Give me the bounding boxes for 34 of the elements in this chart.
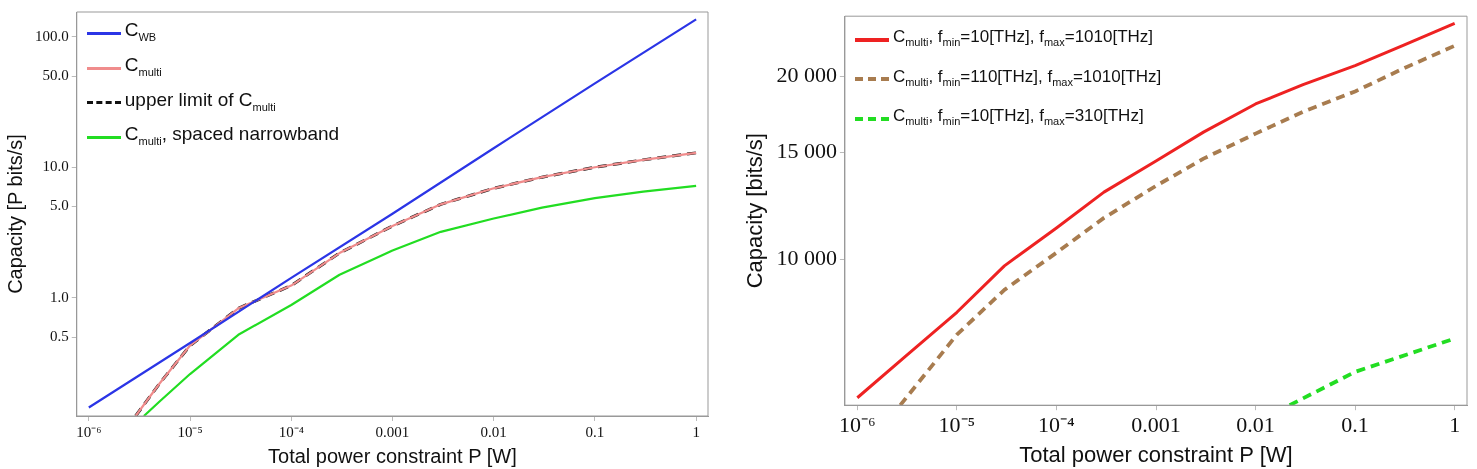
x-tick-label: 0.1 [585, 423, 605, 440]
y-tick-label: 50.0 [42, 67, 69, 84]
x-tick-label: 0.01 [1236, 412, 1275, 438]
legend-label: C$_{multi}$, f$_{min}$=10[THz], f$_{max}$=1010[THz] [892, 26, 1154, 51]
y-tick-label: 1.0 [50, 288, 69, 305]
x-axis-title: Total power constraint P [W] [268, 444, 517, 467]
x-tick-label: 10⁻⁶ [839, 412, 876, 438]
x-tick-label: 10⁻⁶ [76, 423, 102, 440]
legend-label: C$_{multi}$, spaced narrowband [124, 122, 340, 150]
y-tick-label: 5.0 [50, 197, 69, 214]
legend-label: upper limit of C$_{multi}$ [124, 87, 276, 115]
y-axis-title: Capacity [P bits/s] [3, 134, 26, 294]
x-tick-label: 10⁻⁴ [1038, 412, 1076, 438]
x-tick-label: 0.01 [480, 423, 507, 440]
y-tick-label: 10.0 [42, 158, 69, 175]
y-axis-title: Capacity [bits/s] [742, 133, 768, 289]
x-tick-label: 0.001 [375, 423, 410, 440]
x-axis-title: Total power constraint P [W] [1019, 441, 1293, 467]
y-tick-label: 10 000 [776, 245, 837, 270]
legend-label: C$_{WB}$ [124, 18, 157, 45]
legend-label: C$_{multi}$, f$_{min}$=10[THz], f$_{max}$=310[THz] [892, 104, 1144, 130]
y-tick-label: 100.0 [35, 27, 69, 44]
x-tick-label: 0.1 [1341, 412, 1369, 438]
x-tick-label: 1 [1449, 412, 1461, 438]
legend-label: C$_{multi}$, f$_{min}$=110[THz], f$_{max}$=1010[THz] [892, 65, 1162, 90]
y-tick-label: 20 000 [776, 62, 837, 88]
legend-label: C$_{multi}$ [124, 52, 162, 80]
x-tick-label: 0.001 [1131, 412, 1181, 438]
x-tick-label: 1 [692, 423, 700, 440]
y-tick-label: 0.5 [50, 327, 69, 344]
y-tick-label: 15 000 [776, 138, 837, 164]
x-tick-label: 10⁻⁵ [177, 423, 203, 440]
x-tick-label: 10⁻⁵ [938, 412, 976, 438]
x-tick-label: 10⁻⁴ [278, 423, 304, 440]
